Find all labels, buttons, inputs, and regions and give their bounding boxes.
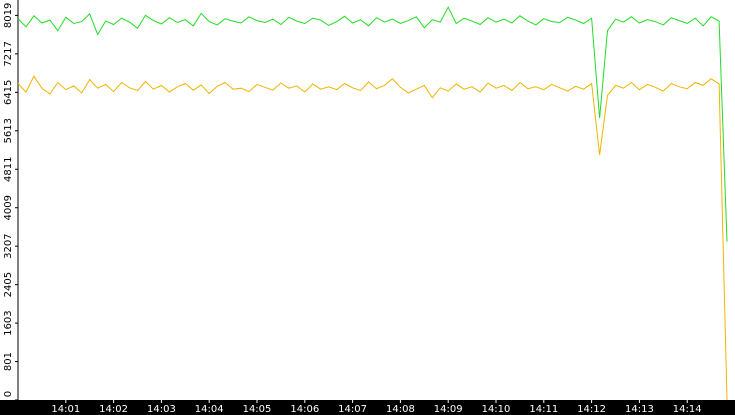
x-tick-label: 14:06: [290, 404, 319, 415]
x-tick-label: 14:01: [51, 404, 80, 415]
y-tick-label: 801: [3, 352, 14, 371]
x-tick-label: 14:09: [434, 404, 463, 415]
y-tick-label: 6415: [3, 80, 14, 105]
x-tick-label: 14:12: [577, 404, 606, 415]
x-tick-label: 14:07: [338, 404, 367, 415]
y-tick-label: 8019: [3, 3, 14, 28]
x-tick-label: 14:13: [625, 404, 654, 415]
y-tick-label: 1603: [3, 310, 14, 335]
y-tick-label: 7217: [3, 41, 14, 66]
series-line: [17, 6, 728, 242]
y-tick-label: 2405: [3, 272, 14, 297]
x-tick-label: 14:11: [529, 404, 558, 415]
y-tick-label: 4811: [3, 157, 14, 182]
y-tick-label: 3207: [3, 233, 14, 258]
x-axis-band: [0, 400, 735, 415]
x-tick-label: 14:04: [195, 404, 224, 415]
x-tick-label: 14:08: [386, 404, 415, 415]
series-line: [17, 75, 728, 401]
x-tick-label: 14:05: [243, 404, 272, 415]
x-tick-label: 14:03: [147, 404, 176, 415]
y-tick-label: 5613: [3, 118, 14, 143]
y-tick-label: 0: [3, 391, 14, 397]
x-tick-label: 14:14: [673, 404, 702, 415]
x-tick-label: 14:02: [99, 404, 128, 415]
x-tick-label: 14:10: [482, 404, 511, 415]
y-tick-label: 4009: [3, 195, 14, 220]
